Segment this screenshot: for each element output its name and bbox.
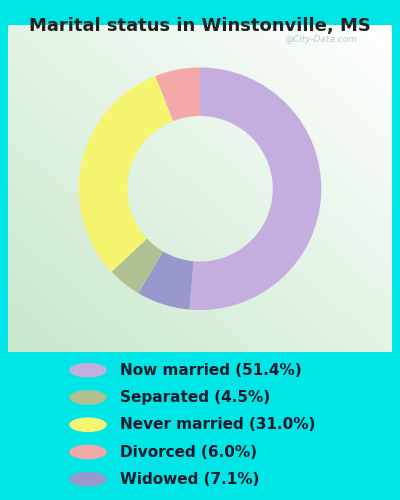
Wedge shape [138,252,194,310]
Text: Separated (4.5%): Separated (4.5%) [120,390,270,405]
Wedge shape [155,68,200,121]
Wedge shape [79,76,173,272]
Text: Never married (31.0%): Never married (31.0%) [120,418,315,432]
Circle shape [70,446,106,458]
Wedge shape [112,238,163,293]
Circle shape [70,364,106,377]
Wedge shape [189,68,321,310]
Text: Widowed (7.1%): Widowed (7.1%) [120,472,259,487]
Text: Now married (51.4%): Now married (51.4%) [120,362,302,378]
Text: Divorced (6.0%): Divorced (6.0%) [120,444,257,460]
Circle shape [70,418,106,432]
Circle shape [70,472,106,486]
Text: @City-Data.com: @City-Data.com [284,35,357,44]
Text: Marital status in Winstonville, MS: Marital status in Winstonville, MS [29,18,371,36]
Circle shape [70,391,106,404]
